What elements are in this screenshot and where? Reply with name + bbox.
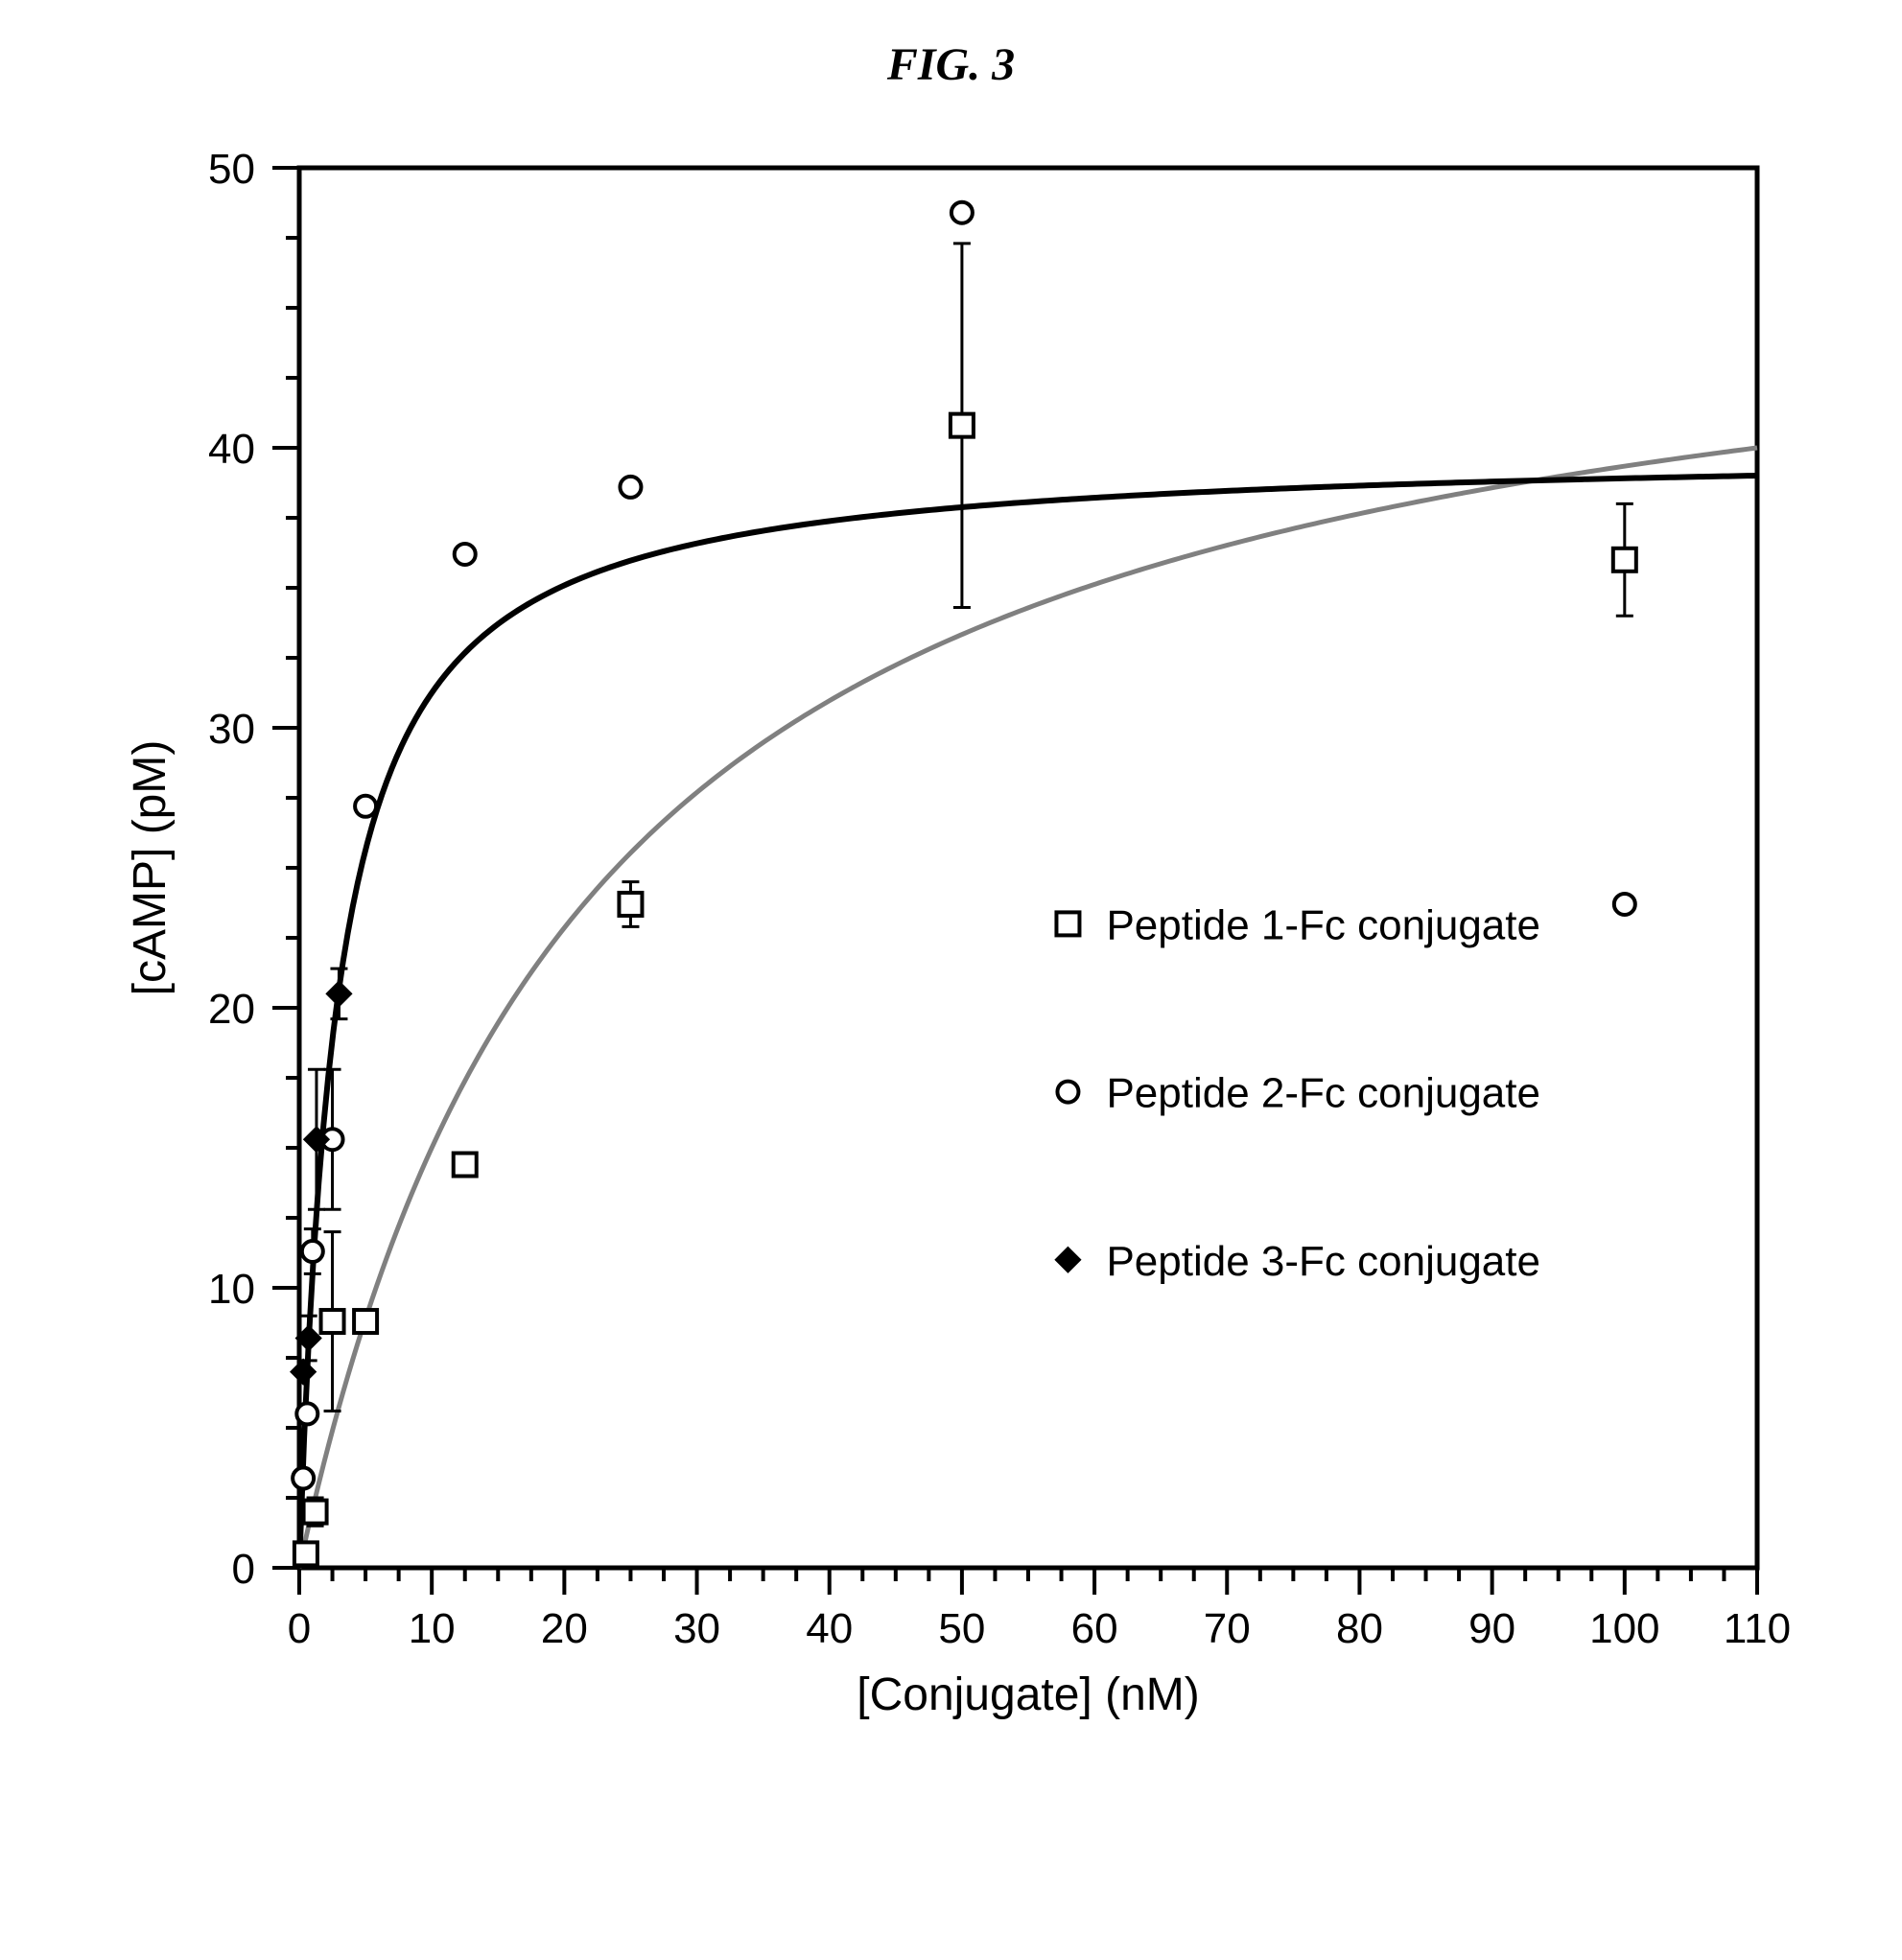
marker [293,1468,314,1489]
marker [354,1310,377,1333]
y-tick-label: 20 [208,986,255,1033]
x-tick-label: 20 [540,1605,587,1652]
x-tick-label: 40 [806,1605,853,1652]
marker [301,1241,322,1262]
marker [296,1403,317,1424]
marker [1612,548,1635,572]
x-tick-label: 50 [938,1605,985,1652]
y-tick-label: 30 [208,706,255,753]
marker [454,544,475,565]
marker [355,796,376,817]
chart-svg: 0 10 20 30 40 50 60 70 80 90 100 110 0 10 20 30 40 50 [Con… [88,129,1815,1760]
marker [951,202,972,223]
x-axis-label: [Conjugate] (nM) [857,1669,1200,1720]
x-tick-label: 30 [673,1605,720,1652]
x-tick-label: 100 [1589,1605,1659,1652]
chart-container: 0 10 20 30 40 50 60 70 80 90 100 110 0 10 20 30 40 50 [Con… [88,129,1815,1760]
y-tick-label: 10 [208,1266,255,1313]
marker [619,893,642,916]
x-tick-label: 80 [1335,1605,1382,1652]
marker [1613,894,1634,915]
legend-label: Peptide 1-Fc conjugate [1106,901,1540,948]
x-tick-label: 0 [287,1605,310,1652]
marker [303,1501,326,1524]
marker [1057,1082,1078,1103]
figure-title: FIG. 3 [887,38,1015,91]
marker [1056,912,1079,935]
x-tick-label: 70 [1203,1605,1250,1652]
legend-label: Peptide 2-Fc conjugate [1106,1070,1540,1117]
y-tick-label: 0 [231,1546,254,1593]
marker [294,1542,317,1565]
marker [620,477,641,498]
y-tick-label: 50 [208,146,255,193]
y-tick-label: 40 [208,426,255,473]
marker [453,1154,476,1177]
x-tick-label: 10 [408,1605,455,1652]
x-tick-label: 90 [1468,1605,1515,1652]
x-tick-label: 60 [1070,1605,1117,1652]
marker [950,414,973,437]
y-axis-label: [cAMP] (pM) [125,740,176,996]
marker [320,1310,343,1333]
x-tick-label: 110 [1723,1605,1790,1652]
legend-label: Peptide 3-Fc conjugate [1106,1238,1540,1285]
